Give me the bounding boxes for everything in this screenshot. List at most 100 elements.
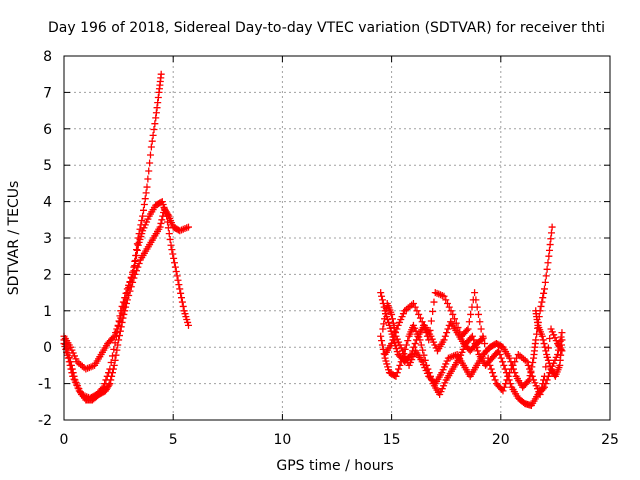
data-point xyxy=(506,354,514,362)
y-tick-label: 1 xyxy=(43,304,52,320)
data-point xyxy=(491,376,499,384)
data-point xyxy=(115,332,123,340)
data-point xyxy=(69,369,77,377)
y-tick-label: -2 xyxy=(38,413,52,429)
data-point xyxy=(502,380,510,388)
data-point xyxy=(118,318,126,326)
data-point xyxy=(152,109,160,117)
data-point xyxy=(540,372,548,380)
data-point xyxy=(132,257,140,265)
data-point xyxy=(430,298,438,306)
data-point xyxy=(110,345,118,353)
data-point xyxy=(170,254,178,262)
data-point xyxy=(476,318,484,326)
data-point xyxy=(419,346,427,354)
data-point xyxy=(120,310,128,318)
data-point xyxy=(61,340,69,348)
data-point xyxy=(423,332,431,340)
data-point xyxy=(388,340,396,348)
data-point xyxy=(163,212,171,220)
data-point xyxy=(529,358,537,366)
data-point xyxy=(542,363,550,371)
data-point xyxy=(419,321,427,329)
data-marks xyxy=(60,70,566,409)
data-point xyxy=(490,372,498,380)
data-point xyxy=(475,310,483,318)
data-point xyxy=(113,327,121,335)
data-point xyxy=(558,329,566,337)
data-point xyxy=(450,315,458,323)
data-point xyxy=(508,361,516,369)
data-point xyxy=(388,315,396,323)
data-point xyxy=(134,263,142,271)
data-point xyxy=(150,126,158,134)
y-tick-label: 2 xyxy=(43,267,52,283)
data-point xyxy=(122,289,130,297)
y-tick-label: -1 xyxy=(38,377,52,393)
data-point xyxy=(463,326,471,334)
data-point xyxy=(544,259,552,267)
data-point xyxy=(148,137,156,145)
data-point xyxy=(377,289,385,297)
data-point xyxy=(145,167,153,175)
data-point xyxy=(540,285,548,293)
data-point xyxy=(105,369,113,377)
data-point xyxy=(440,336,448,344)
data-point xyxy=(532,336,540,344)
data-point xyxy=(157,70,165,78)
data-point xyxy=(445,303,453,311)
data-point xyxy=(501,365,509,373)
plot-frame xyxy=(63,55,611,421)
x-tick-label: 10 xyxy=(273,432,291,448)
data-point xyxy=(425,336,433,344)
y-tick-label: 6 xyxy=(43,122,52,138)
data-point xyxy=(101,380,109,388)
x-axis-label: GPS time / hours xyxy=(276,458,393,474)
data-point xyxy=(397,358,405,366)
data-point xyxy=(166,235,174,243)
data-point xyxy=(177,289,185,297)
data-point xyxy=(171,259,179,267)
data-point xyxy=(541,343,549,351)
data-point xyxy=(171,263,179,271)
data-point xyxy=(70,372,78,380)
data-point xyxy=(487,365,495,373)
data-point xyxy=(546,334,554,342)
data-point xyxy=(156,223,164,231)
data-point xyxy=(413,307,421,315)
data-point xyxy=(122,300,130,308)
series-arc-2 xyxy=(60,205,192,404)
data-point xyxy=(542,347,550,355)
data-point xyxy=(472,343,480,351)
data-point xyxy=(388,310,396,318)
data-point xyxy=(525,376,533,384)
data-point xyxy=(496,350,504,358)
data-point xyxy=(444,325,452,333)
data-point xyxy=(472,296,480,304)
data-point xyxy=(139,206,147,214)
data-point xyxy=(474,347,482,355)
data-point xyxy=(484,354,492,362)
data-point xyxy=(117,323,125,331)
data-point xyxy=(442,296,450,304)
data-point xyxy=(111,356,119,364)
data-point xyxy=(500,361,508,369)
data-point xyxy=(547,229,555,237)
data-point xyxy=(142,189,150,197)
data-point xyxy=(497,354,505,362)
data-point xyxy=(411,303,419,311)
series-arc-3 xyxy=(60,198,192,402)
data-point xyxy=(504,372,512,380)
data-point xyxy=(524,377,532,385)
data-point xyxy=(427,317,435,325)
data-point xyxy=(447,307,455,315)
data-point xyxy=(179,302,187,310)
data-point xyxy=(422,329,430,337)
chart-title: Day 196 of 2018, Sidereal Day-to-day VTE… xyxy=(48,20,605,36)
data-point xyxy=(107,358,115,366)
data-point xyxy=(527,367,535,375)
data-point xyxy=(411,340,419,348)
x-tick-label: 15 xyxy=(383,432,401,448)
data-point xyxy=(528,363,536,371)
data-point xyxy=(146,151,154,159)
